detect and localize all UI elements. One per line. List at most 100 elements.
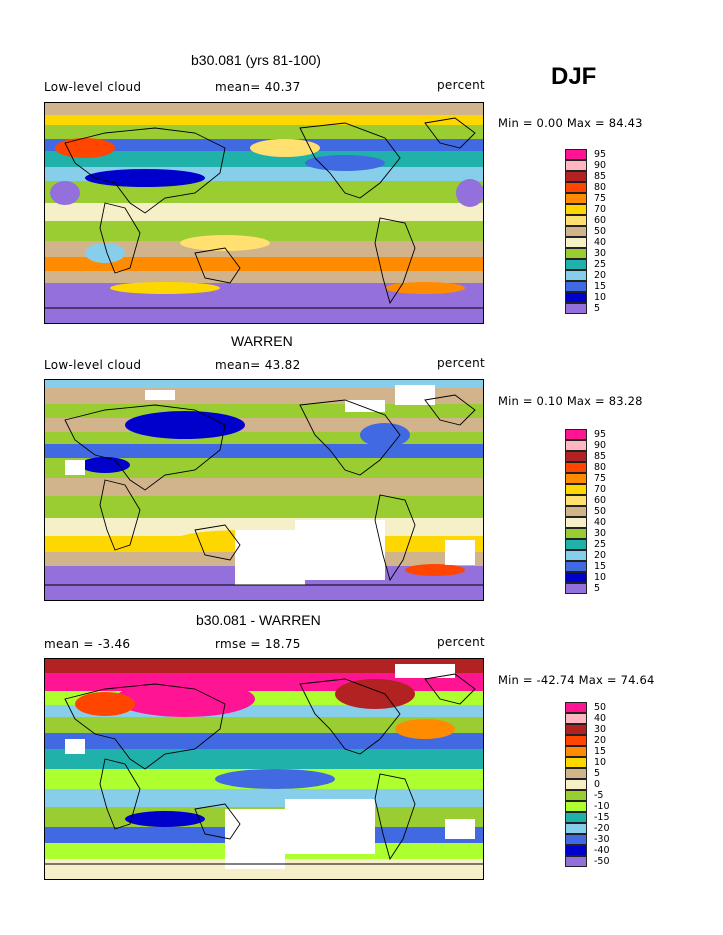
colorbar-tick-label: 10 bbox=[594, 292, 607, 303]
missing-data-region bbox=[445, 819, 475, 839]
missing-data-region bbox=[295, 520, 385, 580]
panel-1-title: b30.081 (yrs 81-100) bbox=[191, 52, 321, 68]
colorbar-swatch bbox=[565, 801, 587, 812]
colorbar-swatch bbox=[565, 572, 587, 583]
panel-3-mean-label: mean = -3.46 bbox=[44, 637, 131, 651]
colorbar-swatch bbox=[565, 462, 587, 473]
map-cloud-region bbox=[360, 423, 410, 447]
colorbar-tick-label: 25 bbox=[594, 539, 607, 550]
panel-3-colorbar bbox=[565, 702, 587, 867]
map-band bbox=[45, 271, 483, 283]
coastline bbox=[299, 678, 401, 755]
map-band bbox=[45, 221, 483, 241]
panel-1-units-label: percent bbox=[437, 78, 486, 92]
colorbar-tick-label: 20 bbox=[594, 550, 607, 561]
missing-data-region bbox=[395, 385, 435, 405]
colorbar-tick-label: 40 bbox=[594, 713, 607, 724]
colorbar-tick-label: 20 bbox=[594, 270, 607, 281]
colorbar-tick-label: 5 bbox=[594, 583, 601, 594]
colorbar-swatch bbox=[565, 281, 587, 292]
colorbar-swatch bbox=[565, 834, 587, 845]
colorbar-tick-label: 50 bbox=[594, 506, 607, 517]
colorbar-swatch bbox=[565, 303, 587, 314]
colorbar-tick-label: 50 bbox=[594, 702, 607, 713]
colorbar-swatch bbox=[565, 484, 587, 495]
map-band bbox=[45, 717, 483, 733]
map-cloud-region bbox=[115, 681, 255, 717]
panel-1-variable-label: Low-level cloud bbox=[44, 80, 142, 94]
colorbar-tick-label: 30 bbox=[594, 248, 607, 259]
colorbar-swatch bbox=[565, 790, 587, 801]
colorbar-swatch bbox=[565, 259, 587, 270]
colorbar-tick-label: -15 bbox=[594, 812, 610, 823]
colorbar-swatch bbox=[565, 539, 587, 550]
colorbar-swatch bbox=[565, 779, 587, 790]
map-cloud-region bbox=[125, 811, 205, 827]
map-band bbox=[45, 115, 483, 125]
panel-3-rmse-label: rmse = 18.75 bbox=[215, 637, 301, 651]
panel-2-title: WARREN bbox=[231, 333, 293, 349]
map-cloud-region bbox=[50, 181, 80, 205]
map-cloud-region bbox=[125, 411, 245, 439]
colorbar-tick-label: 15 bbox=[594, 561, 607, 572]
colorbar-tick-label: 5 bbox=[594, 303, 601, 314]
colorbar-swatch bbox=[565, 768, 587, 779]
coastline bbox=[64, 127, 226, 214]
map-band bbox=[45, 659, 483, 673]
missing-data-region bbox=[145, 390, 175, 400]
map-cloud-region bbox=[395, 719, 455, 739]
colorbar-swatch bbox=[565, 506, 587, 517]
coastline bbox=[299, 122, 401, 199]
map-cloud-region bbox=[180, 235, 270, 251]
colorbar-tick-label: 85 bbox=[594, 451, 607, 462]
colorbar-swatch bbox=[565, 812, 587, 823]
panel-2-map bbox=[44, 379, 484, 601]
colorbar-swatch bbox=[565, 713, 587, 724]
coastline bbox=[64, 404, 226, 491]
coastline bbox=[99, 758, 141, 830]
coastline bbox=[424, 394, 476, 426]
map-cloud-region bbox=[305, 155, 385, 171]
colorbar-swatch bbox=[565, 561, 587, 572]
colorbar-tick-label: 90 bbox=[594, 160, 607, 171]
map-band bbox=[45, 404, 483, 418]
map-cloud-region bbox=[250, 139, 320, 157]
panel-3-title: b30.081 - WARREN bbox=[196, 612, 321, 628]
panel-3-map bbox=[44, 658, 484, 880]
panel-1-minmax: Min = 0.00 Max = 84.43 bbox=[498, 116, 643, 130]
colorbar-swatch bbox=[565, 702, 587, 713]
map-cloud-region bbox=[385, 282, 465, 294]
panel-1-colorbar bbox=[565, 149, 587, 314]
colorbar-tick-label: 10 bbox=[594, 572, 607, 583]
missing-data-region bbox=[395, 664, 455, 678]
colorbar-swatch bbox=[565, 528, 587, 539]
colorbar-swatch bbox=[565, 226, 587, 237]
colorbar-swatch bbox=[565, 193, 587, 204]
missing-data-region bbox=[285, 799, 375, 854]
colorbar-swatch bbox=[565, 429, 587, 440]
colorbar-tick-label: 85 bbox=[594, 171, 607, 182]
map-band bbox=[45, 444, 483, 458]
colorbar-swatch bbox=[565, 171, 587, 182]
coastline bbox=[99, 479, 141, 551]
panel-2-units-label: percent bbox=[437, 356, 486, 370]
colorbar-swatch bbox=[565, 856, 587, 867]
panel-2-variable-label: Low-level cloud bbox=[44, 358, 142, 372]
colorbar-swatch bbox=[565, 473, 587, 484]
colorbar-tick-label: -20 bbox=[594, 823, 610, 834]
panel-2-colorbar bbox=[565, 429, 587, 594]
colorbar-tick-label: 30 bbox=[594, 724, 607, 735]
map-cloud-region bbox=[75, 692, 135, 716]
coastline bbox=[374, 217, 416, 305]
colorbar-swatch bbox=[565, 248, 587, 259]
colorbar-swatch bbox=[565, 270, 587, 281]
colorbar-tick-label: -40 bbox=[594, 845, 610, 856]
colorbar-swatch bbox=[565, 746, 587, 757]
colorbar-tick-label: 80 bbox=[594, 182, 607, 193]
map-band bbox=[45, 418, 483, 432]
panel-1-map bbox=[44, 102, 484, 324]
colorbar-tick-label: 15 bbox=[594, 746, 607, 757]
map-cloud-region bbox=[110, 282, 220, 294]
colorbar-tick-label: 95 bbox=[594, 149, 607, 160]
colorbar-tick-label: -5 bbox=[594, 790, 604, 801]
